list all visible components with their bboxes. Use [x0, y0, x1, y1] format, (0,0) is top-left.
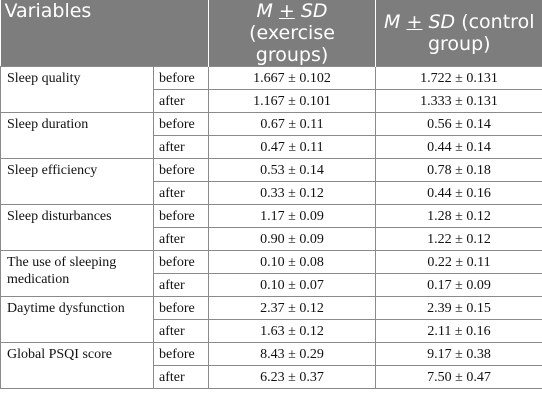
- table-row: Sleep efficiency before 0.53 ± 0.14 0.78…: [0, 158, 542, 205]
- header-exercise-sd: SD: [300, 0, 328, 22]
- control-value: 1.28 ± 0.12: [375, 204, 542, 228]
- table-row: The use of sleeping medication before 0.…: [0, 250, 542, 297]
- time-before: before: [152, 296, 210, 320]
- header-exercise-pm: +: [278, 0, 295, 22]
- header-row: Variables M + SD (exercise groups) M + S…: [0, 0, 542, 67]
- exercise-value: 8.43 ± 0.29: [208, 342, 377, 366]
- control-value: 0.56 ± 0.14: [375, 112, 542, 136]
- header-exercise-label: (exercise groups): [249, 22, 335, 66]
- exercise-value: 0.67 ± 0.11: [208, 112, 377, 136]
- variable-sleep-duration: Sleep duration: [0, 112, 154, 159]
- control-value: 7.50 ± 0.47: [375, 365, 542, 389]
- table-row: Daytime dysfunction before 2.37 ± 0.12 2…: [0, 296, 542, 343]
- control-value: 1.722 ± 0.131: [375, 66, 542, 90]
- time-after: after: [152, 89, 210, 113]
- table-row: Sleep duration before 0.67 ± 0.11 0.56 ±…: [0, 112, 542, 159]
- table-row: after 6.23 ± 0.37 7.50 ± 0.47: [1, 365, 542, 389]
- header-variables: Variables: [0, 0, 210, 67]
- exercise-value: 0.10 ± 0.08: [208, 250, 377, 274]
- variable-daytime-dysfunction: Daytime dysfunction: [0, 296, 154, 343]
- variable-sleep-quality: Sleep quality: [0, 66, 154, 113]
- time-before: before: [152, 66, 210, 90]
- exercise-value: 1.63 ± 0.12: [208, 319, 377, 343]
- header-control-sd: SD: [428, 11, 456, 33]
- table-row: after 0.10 ± 0.07 0.17 ± 0.09: [1, 273, 542, 297]
- control-value: 2.11 ± 0.16: [375, 319, 542, 343]
- time-before: before: [152, 158, 210, 182]
- header-exercise-mean: M: [256, 0, 273, 22]
- time-before: before: [152, 250, 210, 274]
- variable-sleep-efficiency: Sleep efficiency: [0, 158, 154, 205]
- time-before: before: [152, 112, 210, 136]
- time-after: after: [152, 365, 210, 389]
- time-before: before: [152, 342, 210, 366]
- variable-sleeping-medication: The use of sleeping medication: [0, 250, 154, 297]
- header-control-pm: +: [406, 11, 423, 33]
- time-after: after: [152, 135, 210, 159]
- time-after: after: [152, 181, 210, 205]
- header-control-label: (control group): [427, 11, 535, 55]
- control-value: 1.333 ± 0.131: [375, 89, 542, 113]
- header-control-mean: M: [384, 11, 401, 33]
- control-value: 0.78 ± 0.18: [375, 158, 542, 182]
- table-row: Sleep disturbances before 1.17 ± 0.09 1.…: [0, 204, 542, 251]
- exercise-value: 0.90 ± 0.09: [208, 227, 377, 251]
- psqi-results-table: Variables M + SD (exercise groups) M + S…: [0, 0, 542, 389]
- variable-global-psqi-score: Global PSQI score: [0, 342, 154, 389]
- table-row: after 0.47 ± 0.11 0.44 ± 0.14: [1, 135, 542, 159]
- exercise-value: 6.23 ± 0.37: [208, 365, 377, 389]
- exercise-value: 1.167 ± 0.101: [208, 89, 377, 113]
- exercise-value: 1.667 ± 0.102: [208, 66, 377, 90]
- control-value: 0.17 ± 0.09: [375, 273, 542, 297]
- control-value: 9.17 ± 0.38: [375, 342, 542, 366]
- table-body: Sleep quality before 1.667 ± 0.102 1.722…: [0, 66, 542, 389]
- control-value: 2.39 ± 0.15: [375, 296, 542, 320]
- time-after: after: [152, 273, 210, 297]
- exercise-value: 0.10 ± 0.07: [208, 273, 377, 297]
- header-exercise-groups: M + SD (exercise groups): [208, 0, 377, 67]
- table-row: Global PSQI score before 8.43 ± 0.29 9.1…: [0, 342, 542, 389]
- control-value: 0.44 ± 0.16: [375, 181, 542, 205]
- header-control-group: M + SD (control group): [375, 0, 542, 67]
- control-value: 0.22 ± 0.11: [375, 250, 542, 274]
- table-row: after 1.63 ± 0.12 2.11 ± 0.16: [1, 319, 542, 343]
- exercise-value: 1.17 ± 0.09: [208, 204, 377, 228]
- table-row: after 0.33 ± 0.12 0.44 ± 0.16: [1, 181, 542, 205]
- exercise-value: 2.37 ± 0.12: [208, 296, 377, 320]
- exercise-value: 0.53 ± 0.14: [208, 158, 377, 182]
- time-after: after: [152, 319, 210, 343]
- control-value: 0.44 ± 0.14: [375, 135, 542, 159]
- table-header: Variables M + SD (exercise groups) M + S…: [0, 0, 542, 67]
- exercise-value: 0.47 ± 0.11: [208, 135, 377, 159]
- table-row: Sleep quality before 1.667 ± 0.102 1.722…: [0, 66, 542, 113]
- variable-sleep-disturbances: Sleep disturbances: [0, 204, 154, 251]
- control-value: 1.22 ± 0.12: [375, 227, 542, 251]
- time-before: before: [152, 204, 210, 228]
- exercise-value: 0.33 ± 0.12: [208, 181, 377, 205]
- time-after: after: [152, 227, 210, 251]
